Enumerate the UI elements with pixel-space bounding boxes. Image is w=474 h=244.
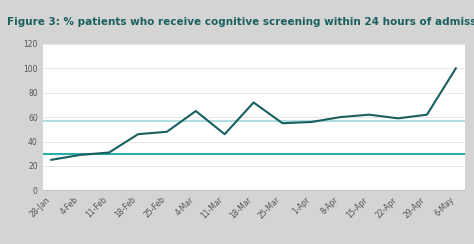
Text: Figure 3: % patients who receive cognitive screening within 24 hours of admissio: Figure 3: % patients who receive cogniti…	[7, 17, 474, 27]
